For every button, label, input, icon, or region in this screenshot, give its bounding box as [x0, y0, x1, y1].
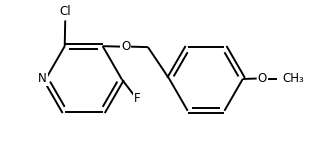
- Text: N: N: [38, 73, 47, 85]
- Text: CH₃: CH₃: [282, 72, 304, 85]
- Text: O: O: [258, 72, 267, 85]
- Text: O: O: [121, 40, 131, 53]
- Text: Cl: Cl: [59, 5, 71, 18]
- Text: F: F: [134, 92, 141, 105]
